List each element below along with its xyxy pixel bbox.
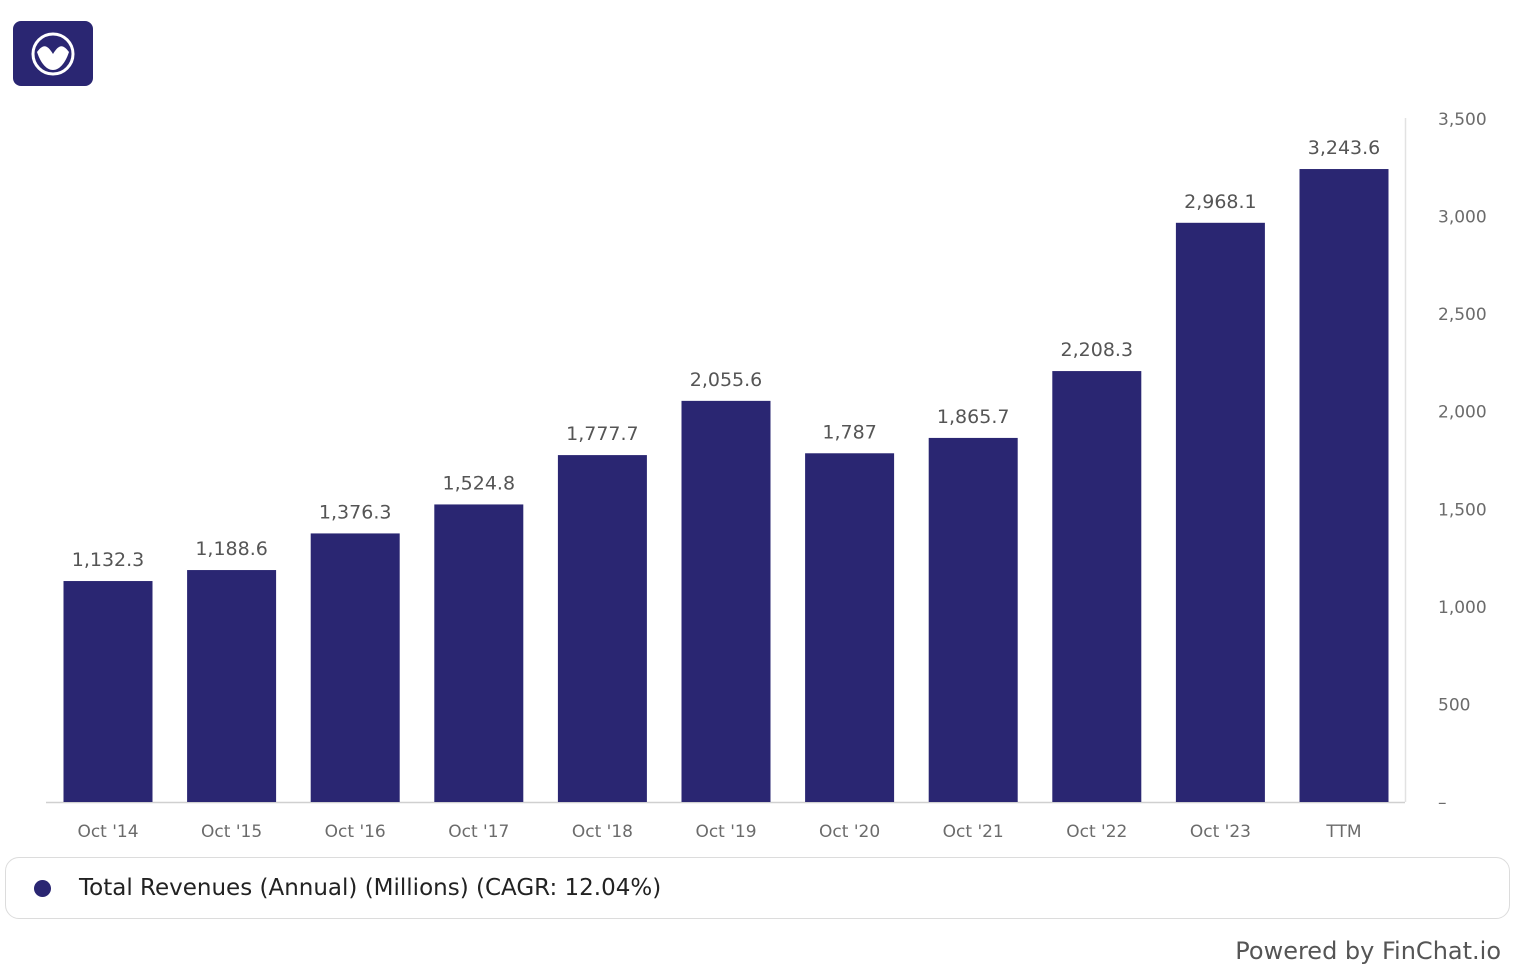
x-tick-label: Oct '14 xyxy=(77,822,138,842)
bar xyxy=(681,400,771,802)
x-tick-label: Oct '22 xyxy=(1066,822,1127,842)
y-tick-label: 1,500 xyxy=(1438,500,1487,520)
x-tick-label: Oct '20 xyxy=(819,822,880,842)
y-tick-label: 2,000 xyxy=(1438,403,1487,423)
x-tick-label: Oct '23 xyxy=(1190,822,1251,842)
x-tick-label: Oct '19 xyxy=(695,822,756,842)
x-tick-label: TTM xyxy=(1325,822,1361,842)
bar xyxy=(63,581,153,802)
bar-value-label: 1,132.3 xyxy=(72,549,145,571)
y-tick-label: 1,000 xyxy=(1438,598,1487,618)
bar xyxy=(557,455,647,802)
bar-value-label: 2,968.1 xyxy=(1184,191,1257,213)
bar-value-label: 1,524.8 xyxy=(443,472,516,494)
bar xyxy=(310,533,400,802)
powered-by-text: Powered by FinChat.io xyxy=(1235,937,1501,965)
legend-label: Total Revenues (Annual) (Millions) (CAGR… xyxy=(79,875,662,901)
bar xyxy=(1052,371,1142,802)
finchat-logo-icon xyxy=(13,21,93,86)
legend-marker xyxy=(34,879,51,897)
y-tick-label: 3,500 xyxy=(1438,110,1487,130)
x-tick-label: Oct '21 xyxy=(943,822,1004,842)
bar xyxy=(434,504,524,802)
y-tick-label: 500 xyxy=(1438,695,1470,715)
bar-value-label: 1,376.3 xyxy=(319,501,392,523)
x-tick-label: Oct '16 xyxy=(325,822,386,842)
bar-value-label: 1,188.6 xyxy=(195,538,268,560)
y-tick-label: 2,500 xyxy=(1438,305,1487,325)
bar xyxy=(805,453,895,802)
x-tick-label: Oct '15 xyxy=(201,822,262,842)
bar xyxy=(1299,169,1389,802)
y-tick-label: 3,000 xyxy=(1438,208,1487,228)
bar-value-label: 1,865.7 xyxy=(937,406,1010,428)
bar xyxy=(1175,222,1265,802)
bar-value-label: 2,208.3 xyxy=(1061,339,1134,361)
x-tick-label: Oct '18 xyxy=(572,822,633,842)
revenue-bar-chart: – 500 1,000 1,500 2,000 2,500 3,000 3,500 1,132.… xyxy=(46,110,1487,842)
y-tick-label: – xyxy=(1438,793,1447,813)
logo-mark xyxy=(31,32,75,75)
x-tick-label: Oct '17 xyxy=(448,822,509,842)
bar-value-label: 1,787 xyxy=(822,421,876,443)
bar-value-label: 2,055.6 xyxy=(690,369,763,391)
bar xyxy=(928,437,1018,802)
bar-value-label: 3,243.6 xyxy=(1308,137,1381,159)
legend: Total Revenues (Annual) (Millions) (CAGR… xyxy=(5,857,1510,919)
bar-value-label: 1,777.7 xyxy=(566,423,639,445)
bar xyxy=(187,570,277,802)
